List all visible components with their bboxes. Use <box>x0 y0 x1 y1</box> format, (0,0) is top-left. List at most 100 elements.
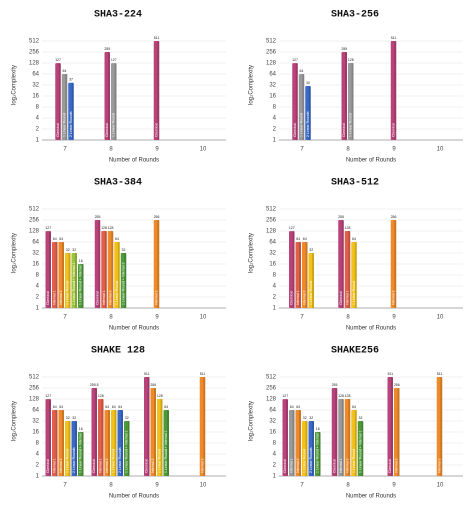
value-label: 32 <box>125 416 129 420</box>
bar-shade <box>81 264 84 308</box>
bar <box>394 388 400 476</box>
value-label: 128 <box>345 394 351 398</box>
bar-label: 1 Linear Round <box>115 281 119 305</box>
x-tick-label: 7 <box>63 147 67 153</box>
bar-label: Internal 2 <box>391 290 395 305</box>
bar-label: 1 Linear Round <box>112 449 116 473</box>
y-tick-label: 512 <box>266 39 277 45</box>
x-axis-title: Number of Rounds <box>346 494 396 500</box>
bar <box>144 377 150 476</box>
value-label: 255 <box>104 47 110 51</box>
bar-shade <box>75 253 77 308</box>
bar-label: Internal 1 <box>345 290 349 305</box>
value-label: 64 <box>296 405 300 409</box>
bar <box>107 231 114 308</box>
bar-label: 1 Linear Round + Internal 1 <box>79 430 83 473</box>
value-label: 127 <box>45 394 51 398</box>
value-label: 127 <box>292 58 298 62</box>
bar-label: Internal 1 <box>102 290 106 305</box>
x-tick-label: 8 <box>346 483 350 489</box>
bar <box>78 432 84 476</box>
x-tick-label: 8 <box>109 315 113 321</box>
value-label: 64 <box>118 405 122 409</box>
x-tick-label: 9 <box>392 315 396 321</box>
bar-shade <box>160 399 163 476</box>
bar-shade <box>348 231 351 308</box>
y-tick-label: 16 <box>269 94 276 100</box>
bar-shade <box>108 410 110 476</box>
bar <box>91 388 97 476</box>
x-axis-title: Number of Rounds <box>346 158 396 164</box>
y-tick-label: 2 <box>273 463 277 469</box>
bar-shade <box>101 399 104 476</box>
bar-shade <box>351 63 354 140</box>
y-tick-label: 256 <box>266 50 277 56</box>
bar-label: 1 Linear Round + Internal 1 <box>72 262 76 305</box>
bar-shade <box>124 253 127 308</box>
bar <box>341 52 347 140</box>
bar-shade <box>114 410 117 476</box>
y-tick-label: 128 <box>29 397 40 403</box>
y-tick-label: 4 <box>273 284 277 290</box>
y-tick-label: 4 <box>273 452 277 458</box>
chart-title: SHA3-384 <box>94 178 142 189</box>
x-tick-label: 7 <box>300 483 304 489</box>
value-label: 32 <box>66 248 70 252</box>
bar-shade <box>147 377 150 476</box>
bar-label: Internal 2 <box>296 458 300 473</box>
x-axis-title: Number of Rounds <box>346 326 396 332</box>
bar-shade <box>68 253 71 308</box>
x-tick-label: 9 <box>155 483 159 489</box>
x-tick-label: 9 <box>392 147 396 153</box>
bar-label: 1 Linear Round <box>112 113 116 137</box>
value-label: 255.5 <box>90 383 99 387</box>
x-tick-label: 10 <box>437 483 444 489</box>
bar-shade <box>391 377 393 476</box>
bar <box>114 242 120 308</box>
bar <box>308 421 314 476</box>
y-tick-label: 32 <box>269 251 276 257</box>
bar-shade <box>302 74 305 140</box>
bar-shade <box>157 220 160 308</box>
bar-label: Internal 1 <box>296 290 300 305</box>
bar <box>338 399 344 476</box>
y-tick-label: 512 <box>29 39 40 45</box>
bar <box>199 377 206 476</box>
bar <box>98 399 104 476</box>
value-label: 511 <box>387 372 393 376</box>
value-label: 32 <box>309 248 313 252</box>
bar-label: 1 Linear Round + Internal 1 <box>358 430 362 473</box>
x-tick-label: 7 <box>63 483 67 489</box>
y-tick-label: 128 <box>29 61 40 67</box>
y-tick-label: 128 <box>266 229 277 235</box>
bar <box>104 52 110 140</box>
bar-shade <box>114 63 117 141</box>
bar-label: 1 Linear Round <box>352 449 356 473</box>
value-label: 64 <box>300 69 304 73</box>
bar-shade <box>394 41 397 141</box>
bar-label: Internal 2 <box>200 458 204 473</box>
bar-label: 2 Linear Rounds <box>309 447 313 473</box>
bar <box>302 242 308 308</box>
bar-shade <box>58 63 61 141</box>
bar-shade <box>104 231 107 308</box>
chart-title: SHA3-256 <box>331 10 379 21</box>
y-axis-title: log₂Complexity <box>12 233 18 273</box>
bar <box>390 220 397 308</box>
bar-label: 2 Linear Rounds <box>69 111 73 137</box>
y-tick-label: 64 <box>32 408 39 414</box>
value-label: 128 <box>157 394 163 398</box>
chart: SHA3-384 1 2 4 8 16 32 64 128 256 512 log₂Complexit… <box>12 178 226 332</box>
bar <box>52 242 58 308</box>
bar-shade <box>81 432 84 476</box>
bar-label: Classical <box>388 459 392 473</box>
y-tick-label: 32 <box>269 419 276 425</box>
bar-label: Internal 2 <box>59 290 63 305</box>
x-tick-label: 8 <box>109 483 113 489</box>
bar-shade <box>203 377 206 476</box>
value-label: 255 <box>341 47 347 51</box>
bar-label: 1 Linear Round <box>349 113 353 137</box>
bar-label: 1 Linear Round <box>158 449 162 473</box>
bar-label: Internal 2 <box>154 290 158 305</box>
